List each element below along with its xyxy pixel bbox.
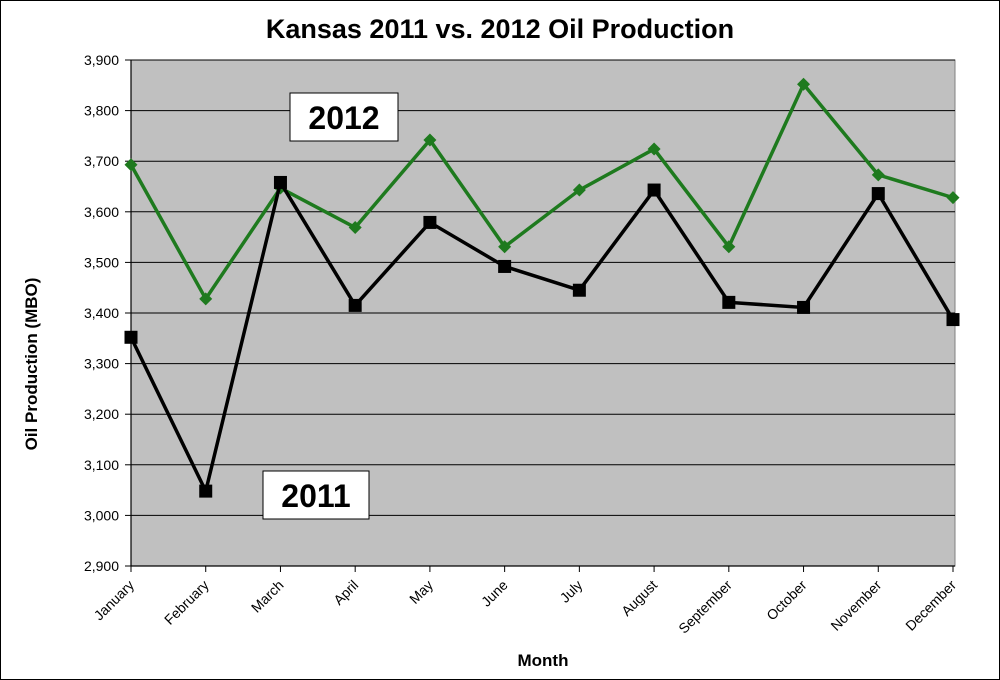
data-point-2011 [498, 259, 512, 273]
x-tick-label: June [478, 577, 511, 610]
x-axis-title: Month [518, 651, 569, 670]
x-tick-label: November [827, 577, 884, 634]
x-tick-label: April [330, 577, 361, 608]
x-axis-ticks: January February March April May June July Augu… [91, 566, 959, 637]
y-tick-label: 3,500 [84, 254, 119, 270]
series-line-2012 [129, 81, 954, 303]
y-tick-label: 3,900 [84, 52, 119, 68]
chart-title: Kansas 2011 vs. 2012 Oil Production [265, 14, 735, 44]
y-axis-title: Oil Production (MBO) [22, 278, 41, 451]
data-point-2012 [572, 183, 586, 197]
x-tick-label: March [248, 577, 287, 616]
series-label-box-2012 [289, 92, 399, 142]
data-point-2012 [722, 240, 736, 254]
series-line-2011 [129, 177, 955, 497]
data-point-2012 [946, 191, 960, 205]
data-point-2012 [797, 77, 811, 91]
x-tick-label: February [161, 577, 212, 628]
data-point-2011 [647, 183, 661, 197]
data-point-2012 [423, 133, 437, 147]
data-point-2011 [797, 300, 811, 314]
data-point-2011 [124, 330, 138, 344]
data-point-2012 [124, 158, 138, 172]
data-point-2012 [199, 292, 213, 306]
y-tick-label: 2,900 [84, 558, 119, 574]
x-tick-label: July [557, 577, 586, 606]
data-point-2011 [946, 313, 960, 327]
series-label-2011: 2011 [281, 478, 350, 514]
data-point-2011 [273, 175, 287, 189]
data-point-2012 [348, 220, 362, 234]
data-point-2011 [722, 295, 736, 309]
y-tick-label: 3,800 [84, 103, 119, 119]
data-point-2011 [871, 187, 885, 201]
x-tick-label: September [675, 577, 735, 637]
y-tick-label: 3,000 [84, 507, 119, 523]
x-tick-label: May [406, 577, 436, 607]
y-tick-label: 3,600 [84, 204, 119, 220]
data-point-2012 [647, 142, 661, 156]
data-point-2012 [871, 168, 885, 182]
data-point-2011 [348, 298, 362, 312]
x-tick-label: August [618, 577, 660, 619]
series-labels: 2012 2011 [262, 92, 399, 520]
y-tick-label: 3,100 [84, 457, 119, 473]
series-label-box-2011 [262, 470, 370, 520]
y-tick-label: 3,300 [84, 356, 119, 372]
data-point-2011 [199, 484, 213, 498]
gridlines [131, 59, 955, 516]
series-label-2012: 2012 [308, 100, 379, 136]
y-tick-label: 3,200 [84, 406, 119, 422]
y-tick-label: 3,700 [84, 153, 119, 169]
data-point-2011 [572, 283, 586, 297]
series-layer [124, 77, 960, 498]
y-tick-label: 3,400 [84, 305, 119, 321]
data-point-2012 [498, 240, 512, 254]
x-tick-label: December [902, 577, 959, 634]
data-point-2011 [423, 215, 437, 229]
x-tick-label: October [763, 577, 810, 624]
x-tick-label: January [91, 577, 138, 624]
y-axis-ticks: 2,900 3,000 3,100 3,200 3,300 3,400 3,500 3,600… [84, 52, 955, 574]
